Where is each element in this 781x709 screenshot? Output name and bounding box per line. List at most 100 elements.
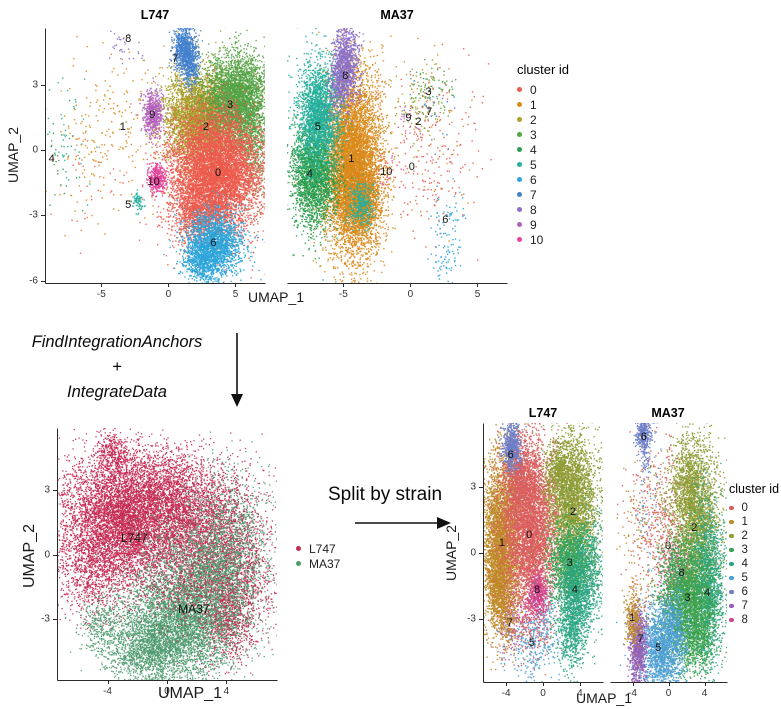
umap-by-cluster-canvas <box>0 0 515 310</box>
y-tick-label: 3 <box>32 79 38 91</box>
y-tick-label: 0 <box>44 549 50 561</box>
cluster-label-8: 8 <box>533 584 541 597</box>
y-axis-title-panel-b: UMAP_2 <box>21 523 38 589</box>
legend-item-MA37: MA37 <box>296 556 340 571</box>
x-tick-label: -5 <box>96 289 106 300</box>
facet-title-ma37-top: MA37 <box>380 8 414 22</box>
legend-item-4: 4 <box>517 142 569 157</box>
legend-dot-0 <box>517 87 522 92</box>
cluster-label-10: 10 <box>147 175 160 188</box>
x-axis-title-panel-c: UMAP_1 <box>575 690 633 706</box>
legend-item-4: 4 <box>729 557 779 571</box>
legend-item-10: 10 <box>517 232 569 247</box>
cluster-label-1: 1 <box>119 121 126 134</box>
split-step-text: Split by strain <box>327 484 443 505</box>
x-tick-label: -5 <box>338 289 348 300</box>
legend-item-1: 1 <box>517 97 569 112</box>
cluster-label-3: 3 <box>566 556 573 569</box>
legend-label-L747: L747 <box>309 541 336 556</box>
cluster-label-6: 6 <box>210 236 217 249</box>
x-tick-label: 0 <box>164 686 170 697</box>
integration-step-line3: IntegrateData <box>67 383 167 401</box>
legend-label-6: 6 <box>741 586 748 598</box>
legend-dot-4 <box>729 561 734 567</box>
integration-step-line1: FindIntegrationAnchors <box>31 333 203 351</box>
cluster-label-7: 7 <box>426 105 433 118</box>
legend-item-L747: L747 <box>296 541 340 556</box>
umap-integrated-canvas <box>0 420 350 709</box>
cluster-label-3: 3 <box>227 99 234 112</box>
legend-item-7: 7 <box>517 187 569 202</box>
legend-item-0: 0 <box>517 82 569 97</box>
legend-label-MA37: MA37 <box>309 556 341 571</box>
facet-title-ma37-bottom: MA37 <box>651 406 685 420</box>
legend-label-3: 3 <box>530 127 537 142</box>
cluster-label-10: 10 <box>380 165 393 178</box>
legend-label-10: 10 <box>530 232 544 247</box>
cluster-label-7: 7 <box>172 52 179 65</box>
legend-strain: L747 MA37 <box>296 541 340 571</box>
legend-title-bottom: cluster id <box>729 482 780 496</box>
x-axis-title-panel-a: UMAP_1 <box>247 289 305 305</box>
cluster-label-4: 4 <box>306 168 313 181</box>
x-tick-label: 0 <box>165 289 172 300</box>
legend-label-0: 0 <box>741 502 748 514</box>
legend-label-5: 5 <box>741 572 748 584</box>
legend-item-3: 3 <box>729 543 779 557</box>
cluster-label-2: 2 <box>569 506 577 519</box>
legend-title-top: cluster id <box>517 62 570 77</box>
legend-label-8: 8 <box>741 614 748 626</box>
cluster-label-1: 1 <box>498 537 505 550</box>
x-tick-label: 4 <box>701 688 708 699</box>
y-tick-label: 0 <box>32 144 38 156</box>
y-tick-label: -6 <box>29 275 38 287</box>
x-tick-label: 5 <box>474 289 481 300</box>
legend-dot-1 <box>729 519 734 525</box>
legend-label-8: 8 <box>530 202 537 217</box>
cluster-label-0: 0 <box>526 529 533 542</box>
x-tick-label: 4 <box>577 688 583 699</box>
x-tick-label: -4 <box>501 688 511 699</box>
legend-dot-0 <box>729 505 734 511</box>
cluster-label-6: 6 <box>640 431 647 444</box>
y-tick-label: -3 <box>41 613 50 625</box>
legend-dot-2 <box>729 533 734 539</box>
cluster-label-3: 3 <box>425 86 432 99</box>
legend-dot-6 <box>517 177 522 182</box>
legend-dot-3 <box>517 132 522 137</box>
legend-item-6: 6 <box>517 172 569 187</box>
integration-step-text: FindIntegrationAnchors + IntegrateData <box>8 330 226 405</box>
legend-item-2: 2 <box>517 112 569 127</box>
cluster-label-8: 8 <box>678 566 685 579</box>
cluster-label-5: 5 <box>655 641 662 654</box>
cluster-label-0: 0 <box>664 540 672 553</box>
cluster-label-8: 8 <box>342 69 349 82</box>
y-axis-title-panel-c: UMAP_2 <box>443 524 459 582</box>
cluster-label-1: 1 <box>348 152 355 165</box>
umap-split-by-strain-canvas <box>440 400 740 709</box>
x-axis-title-panel-b: UMAP_1 <box>157 685 223 702</box>
legend-dot-5 <box>729 575 734 581</box>
legend-label-0: 0 <box>530 82 537 97</box>
legend-label-6: 6 <box>530 172 537 187</box>
x-tick-label: -4 <box>628 688 637 699</box>
legend-cluster-id-bottom: cluster id 0 1 2 3 4 5 6 7 8 <box>729 482 779 627</box>
cluster-label-4: 4 <box>571 584 578 597</box>
legend-item-9: 9 <box>517 217 569 232</box>
legend-label-2: 2 <box>741 530 748 542</box>
legend-label-9: 9 <box>530 217 537 232</box>
legend-dot-1 <box>517 102 522 107</box>
facet-title-l747-bottom: L747 <box>528 406 558 420</box>
cluster-label-0: 0 <box>214 166 222 179</box>
cluster-label-4: 4 <box>48 152 55 165</box>
y-tick-label: 3 <box>470 481 476 493</box>
y-tick-label: 3 <box>44 484 50 496</box>
cluster-label-6: 6 <box>442 213 449 226</box>
cluster-label-2: 2 <box>691 521 698 534</box>
cluster-label-5: 5 <box>314 121 321 134</box>
legend-item-6: 6 <box>729 585 779 599</box>
x-tick-label: 4 <box>223 686 230 697</box>
cluster-label-2: 2 <box>202 121 210 134</box>
cluster-label-4: 4 <box>704 586 711 599</box>
legend-dot-5 <box>517 162 522 167</box>
